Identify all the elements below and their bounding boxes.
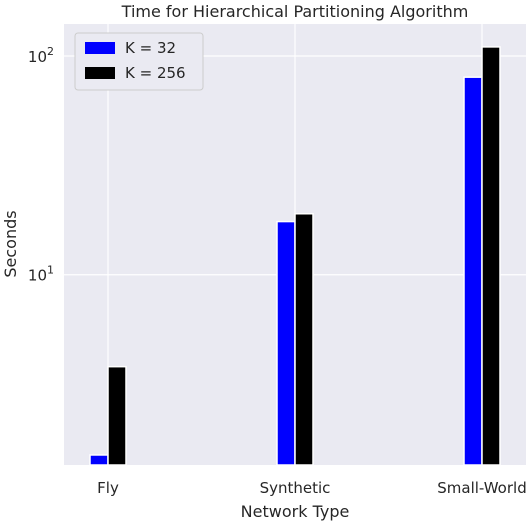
bar-synthetic-k256 <box>294 213 314 466</box>
x-tick-label: Fly <box>97 479 119 497</box>
y-tick-label: 102 <box>28 45 54 66</box>
legend-swatch-k32 <box>85 42 115 54</box>
x-tick-labels: Fly Synthetic Small-World <box>97 479 527 497</box>
bar-synthetic-k32 <box>276 220 296 466</box>
bars <box>89 46 501 466</box>
legend-swatch-k256 <box>85 67 115 79</box>
bar-fly-k256 <box>107 365 127 466</box>
y-tick-labels: 101 102 <box>28 45 54 285</box>
legend: K = 32 K = 256 <box>74 32 204 91</box>
x-tick-label: Small-World <box>437 479 526 497</box>
bar-fly-k32 <box>89 454 109 466</box>
chart-title: Time for Hierarchical Partitioning Algor… <box>121 2 469 21</box>
legend-label-k32: K = 32 <box>125 39 176 57</box>
y-axis-label: Seconds <box>1 210 20 277</box>
bar-small-world-k32 <box>463 76 483 466</box>
y-tick-label: 101 <box>28 264 54 285</box>
x-axis-label: Network Type <box>241 502 350 521</box>
legend-label-k256: K = 256 <box>125 64 186 82</box>
x-tick-label: Synthetic <box>260 479 331 497</box>
bar-small-world-k256 <box>481 46 501 466</box>
